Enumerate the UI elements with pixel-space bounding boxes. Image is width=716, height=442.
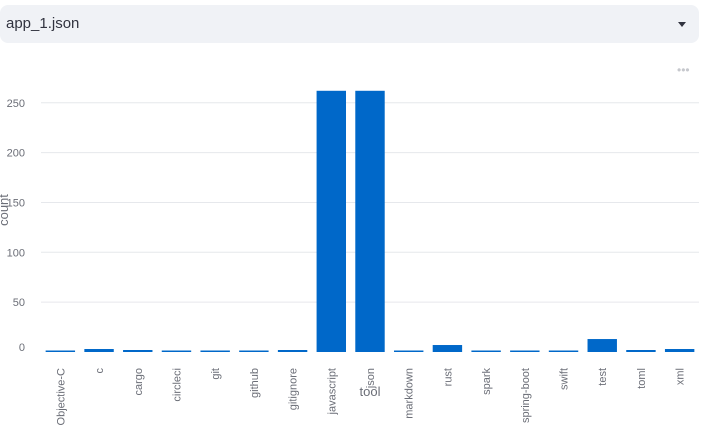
bar-git[interactable] (200, 350, 230, 353)
x-tick-label: gitignore (288, 368, 300, 410)
bar-spring-boot[interactable] (510, 350, 540, 353)
y-axis-title: count (0, 194, 11, 226)
bar-rust[interactable] (432, 345, 463, 352)
x-tick-label: swift (559, 368, 571, 390)
more-options-icon[interactable]: ••• (677, 63, 690, 77)
bar-circleci[interactable] (161, 350, 192, 353)
x-tick-label: javascript (326, 368, 338, 415)
y-tick-label: 150 (7, 197, 25, 209)
x-axis-ticks: Objective-C c cargo circleci git github gitign… (55, 368, 686, 426)
bars (45, 90, 695, 353)
x-tick-label: circleci (171, 368, 183, 402)
x-tick-label: spring-boot (520, 368, 532, 423)
bar-github[interactable] (239, 350, 269, 353)
file-select-value: app_1.json (6, 15, 80, 32)
bar-xml[interactable] (664, 349, 695, 352)
bar-gitignore[interactable] (277, 350, 308, 352)
bar-spark[interactable] (471, 350, 501, 353)
y-tick-label: 250 (7, 98, 25, 110)
bar-cargo[interactable] (123, 350, 153, 352)
x-tick-label: json (365, 368, 377, 389)
y-tick-label: 50 (13, 297, 25, 309)
bar-javascript[interactable] (316, 90, 347, 352)
file-select[interactable]: app_1.json (0, 5, 699, 43)
x-tick-label: spark (481, 368, 493, 395)
x-tick-label: rust (442, 368, 454, 386)
x-tick-label: toml (636, 368, 648, 389)
bar-swift[interactable] (548, 350, 579, 353)
bar-json[interactable] (355, 90, 385, 352)
y-tick-label: 200 (7, 148, 25, 160)
x-axis-title: tool (360, 384, 381, 399)
bar-test[interactable] (587, 339, 617, 352)
x-tick-label: c (94, 368, 106, 374)
y-tick-label: 100 (7, 247, 25, 259)
x-tick-label: cargo (133, 368, 145, 396)
bar-Objective-C[interactable] (45, 350, 76, 353)
x-tick-label: xml (675, 368, 687, 385)
y-tick-label: 0 (19, 342, 25, 354)
x-tick-label: markdown (404, 368, 416, 419)
x-tick-label: github (249, 368, 261, 398)
bar-c[interactable] (84, 349, 114, 352)
y-axis-ticks: 0 50 100 150 200 250 (7, 98, 25, 354)
x-tick-label: test (597, 368, 609, 386)
chevron-down-icon[interactable] (678, 22, 686, 27)
bar-toml[interactable] (626, 350, 656, 352)
bar-markdown[interactable] (393, 350, 424, 353)
x-tick-label: Objective-C (55, 368, 67, 426)
x-tick-label: git (210, 368, 222, 380)
